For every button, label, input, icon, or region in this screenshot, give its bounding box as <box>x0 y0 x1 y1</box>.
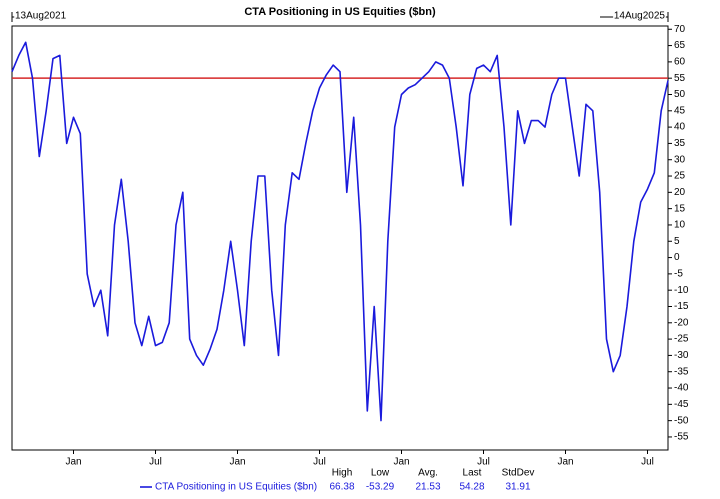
y-tick-label: 40 <box>674 122 686 133</box>
y-tick-label: -20 <box>674 317 689 328</box>
y-tick-label: -25 <box>674 334 689 345</box>
y-tick-label: 50 <box>674 89 686 100</box>
y-tick-label: -55 <box>674 432 689 443</box>
x-tick-label: Jul <box>477 457 490 468</box>
y-tick-label: 65 <box>674 40 686 51</box>
x-tick-label: Jan <box>229 457 245 468</box>
stat-header: Avg. <box>418 468 438 479</box>
stat-header: Low <box>371 468 390 479</box>
y-tick-label: 70 <box>674 24 686 35</box>
y-tick-label: -50 <box>674 415 689 426</box>
y-tick-label: 0 <box>674 252 680 263</box>
y-tick-label: 45 <box>674 105 686 116</box>
stat-header: Last <box>463 468 482 479</box>
y-tick-label: 15 <box>674 203 686 214</box>
x-tick-label: Jul <box>313 457 326 468</box>
x-tick-label: Jul <box>149 457 162 468</box>
end-label: 14Aug2025 <box>614 11 666 22</box>
x-tick-label: Jan <box>557 457 573 468</box>
y-tick-label: -15 <box>674 301 689 312</box>
data-line <box>11 41 669 422</box>
y-tick-label: 35 <box>674 138 686 149</box>
stat-value: -53.29 <box>366 482 395 493</box>
y-tick-label: 10 <box>674 220 686 231</box>
x-tick-label: Jan <box>65 457 81 468</box>
stat-value: 66.38 <box>329 482 354 493</box>
stat-value: 31.91 <box>505 482 530 493</box>
y-tick-label: -30 <box>674 350 689 361</box>
y-tick-label: 25 <box>674 171 686 182</box>
y-tick-label: 55 <box>674 73 686 84</box>
plot-frame <box>11 25 669 451</box>
x-tick-label: Jul <box>641 457 654 468</box>
chart-title: CTA Positioning in US Equities ($bn) <box>244 6 436 18</box>
y-tick-label: 20 <box>674 187 686 198</box>
y-tick-label: -10 <box>674 285 689 296</box>
y-tick-label: -45 <box>674 399 689 410</box>
y-tick-label: 30 <box>674 154 686 165</box>
y-tick-label: -35 <box>674 366 689 377</box>
y-tick-label: -40 <box>674 383 689 394</box>
stat-value: 21.53 <box>415 482 440 493</box>
stat-header: High <box>332 468 353 479</box>
stat-value: 54.28 <box>459 482 484 493</box>
legend-label: CTA Positioning in US Equities ($bn) <box>155 482 317 493</box>
y-tick-label: 5 <box>674 236 680 247</box>
x-tick-label: Jan <box>393 457 409 468</box>
start-label: 13Aug2021 <box>15 11 67 22</box>
stat-header: StdDev <box>502 468 535 479</box>
y-tick-label: -5 <box>674 269 683 280</box>
y-tick-label: 60 <box>674 57 686 68</box>
